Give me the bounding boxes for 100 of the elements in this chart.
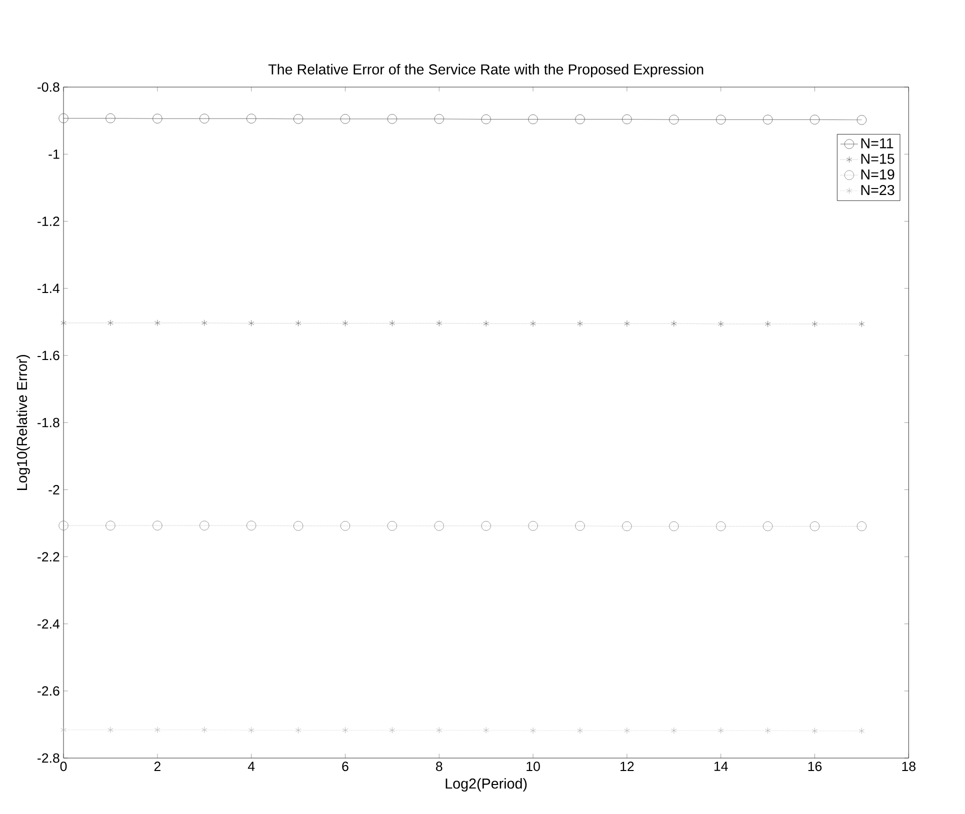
point [764,727,771,734]
point [718,320,724,328]
point [154,726,160,733]
y-tick-label: -1.2 [38,216,60,226]
x-tick-label: 0 [60,761,67,771]
point [342,726,348,734]
point [340,520,350,531]
x-tick-label: 12 [620,761,634,771]
point [106,520,116,530]
point [200,114,210,124]
point [718,727,724,734]
point [624,727,630,734]
y-tick-label: -1.4 [38,284,60,293]
y-tick-label: -1.6 [38,350,60,360]
point [58,113,68,123]
point [575,520,585,531]
point [716,521,726,531]
point [340,114,350,124]
point [202,319,208,326]
y-tick-label: -2.6 [38,686,60,696]
point [810,114,820,124]
point [762,521,773,531]
point [669,521,679,531]
point [530,727,536,734]
point [856,114,867,125]
point [671,320,677,327]
x-tick-label: 6 [342,761,348,771]
point [389,320,396,326]
point [528,114,538,124]
point [858,727,865,734]
point [481,114,491,124]
point [106,113,116,123]
point [202,726,208,733]
y-tick-label: -2.2 [38,552,60,562]
point [624,320,630,327]
point [154,319,160,326]
point [389,726,396,734]
point [762,114,773,124]
point [436,726,442,734]
x-tick-label: 16 [808,761,822,771]
point [246,520,256,530]
point [530,320,536,327]
x-tick-label: 2 [154,761,160,771]
point [577,727,583,734]
point [671,727,677,734]
point [481,520,491,531]
point [764,320,771,328]
point [60,319,66,326]
legend-label: N=19 [861,169,894,180]
x-tick-label: 10 [526,761,540,771]
point [528,520,538,531]
legend-label: N=23 [861,184,894,195]
point [342,320,348,326]
point [434,114,444,124]
x-tick-label: 18 [902,761,916,771]
point [669,114,679,124]
x-tick-label: 14 [714,761,728,771]
point [436,320,442,326]
point [387,520,397,531]
point [152,114,162,124]
point [622,521,632,531]
point [58,520,68,530]
point [810,521,820,531]
legend-label: N=15 [861,154,894,164]
y-tick-label: -2 [48,484,60,494]
point [434,520,444,531]
y-axis-title: Log10(Relative Error) [16,354,30,490]
point [716,114,726,124]
chart-title: The Relative Error of the Service Rate with the Proposed Expression [268,64,704,78]
legend-label: N=11 [861,138,894,148]
point [856,521,867,531]
point [295,320,302,326]
point [293,520,304,531]
point [152,520,162,530]
point [622,114,632,124]
point [108,319,114,326]
x-tick-label: 8 [436,761,442,771]
point [858,320,865,328]
point [812,320,818,328]
y-tick-label: -1 [48,149,60,159]
y-tick-label: -1.8 [38,418,60,428]
point [246,114,256,124]
point [200,520,210,530]
y-tick-label: -2.4 [38,619,60,628]
y-tick-label: -2.8 [38,753,60,763]
point [295,726,302,734]
x-tick-label: 4 [248,761,255,771]
point [483,320,489,327]
point [248,726,254,734]
point [293,114,304,124]
point [60,726,66,733]
point [108,726,114,733]
point [248,320,254,326]
point [812,727,818,734]
x-axis-title: Log2(Period) [446,778,527,792]
point [577,320,583,327]
point [483,726,489,734]
point [387,114,397,124]
y-tick-label: -0.8 [38,82,60,92]
point [575,114,585,124]
